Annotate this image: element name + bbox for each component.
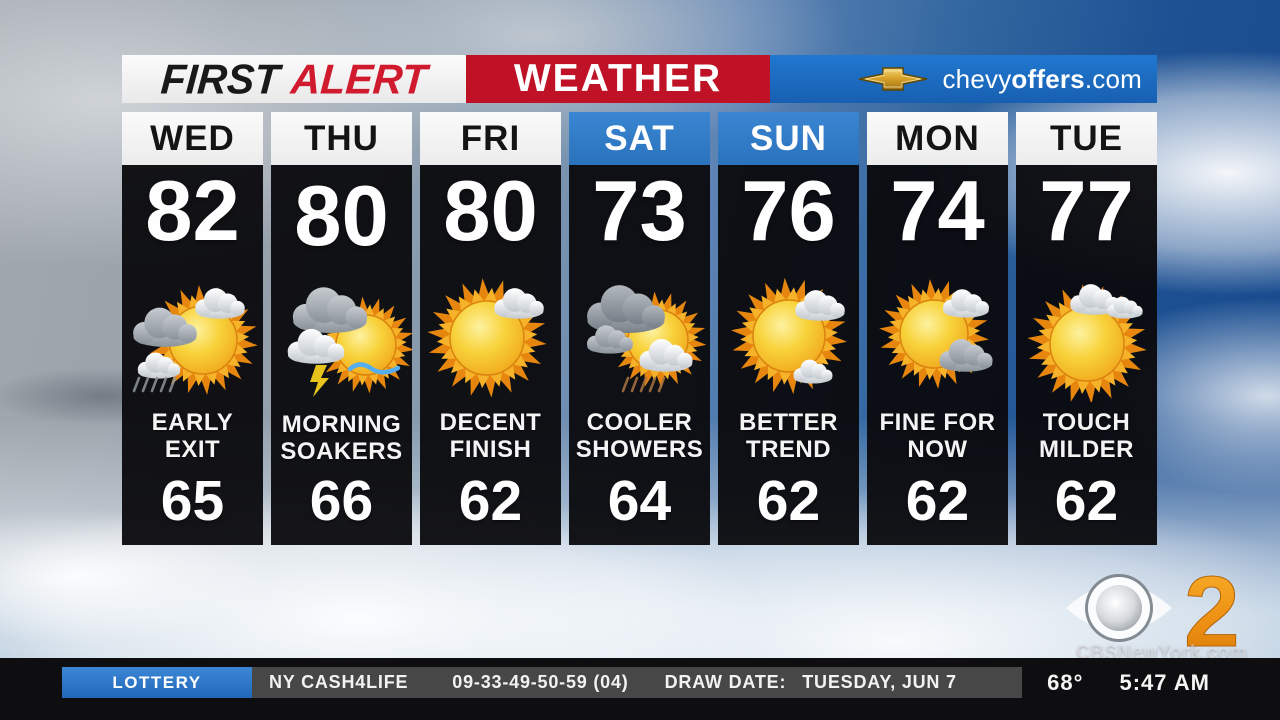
forecast-day-fri: FRI 80 DECENT FINISH 62 [420, 112, 561, 545]
forecast-day-mon: MON 74 FINE FOR NOW 62 [867, 112, 1008, 545]
day-panel: 76 BETTER TREND 62 [718, 165, 859, 545]
low-temp: 65 [160, 468, 225, 533]
high-temp: 76 [741, 164, 836, 259]
ticker-strip: NY CASH4LIFE 09-33-49-50-59 (04) DRAW DA… [252, 667, 1022, 698]
low-temp: 62 [458, 468, 523, 533]
forecast-description: COOLER SHOWERS [575, 409, 704, 464]
forecast-description: FINE FOR NOW [879, 409, 996, 464]
channel-number: 2 [1184, 558, 1240, 658]
low-temp: 62 [756, 468, 821, 533]
day-label: SUN [718, 112, 859, 165]
high-temp: 74 [890, 164, 985, 259]
first-alert-weather-header: FIRST ALERT WEATHER chevyoffers.com [0, 55, 1280, 103]
sun-two-clouds-icon [719, 262, 859, 402]
day-panel: 80 DECENT FINISH 62 [420, 165, 561, 545]
high-temp: 73 [592, 164, 687, 259]
low-temp: 62 [1054, 468, 1119, 533]
brand-weather-text: WEATHER [466, 55, 770, 103]
lottery-numbers: 09-33-49-50-59 (04) [452, 672, 629, 692]
day-panel: 77 TOUCH MILDER 62 [1016, 165, 1157, 545]
forecast-description: BETTER TREND [739, 409, 838, 464]
sun-clouds-showers-icon [123, 262, 263, 402]
mostly-sunny-cloud-icon [421, 262, 561, 402]
ticker-right: 68° 5:47 AM [1047, 667, 1210, 698]
thunderstorm-sun-icon [272, 265, 412, 405]
forecast-description: MORNING SOAKERS [280, 410, 403, 465]
ticker-category-badge: LOTTERY [62, 667, 252, 698]
day-label: MON [867, 112, 1008, 165]
forecast-description: DECENT FINISH [439, 409, 542, 464]
station-logo: 2 CBSNewYork.com [1062, 556, 1272, 669]
day-label: WED [122, 112, 263, 165]
brand-first-text: FIRST [159, 55, 282, 102]
day-label: SAT [569, 112, 710, 165]
low-temp: 64 [607, 468, 672, 533]
forecast-day-wed: WED 82 EARLY EXIT 65 [122, 112, 263, 545]
brand-alert-text: ALERT [289, 55, 429, 102]
draw-date-label: DRAW DATE: [664, 672, 787, 692]
forecast-day-thu: THU 80 MORNING SOAKERS 66 [271, 112, 412, 545]
high-temp: 80 [443, 164, 538, 259]
low-temp: 62 [905, 468, 970, 533]
lottery-game: NY CASH4LIFE [269, 672, 409, 692]
day-panel: 82 EARLY EXIT 65 [122, 165, 263, 545]
sun-cloud-top-icon [1017, 262, 1157, 402]
draw-date-value: TUESDAY, JUN 7 [802, 672, 957, 692]
current-temperature: 68° [1047, 669, 1084, 695]
sponsor-bar: chevyoffers.com [770, 55, 1157, 103]
station-watermark: CBSNewYork.com [1076, 642, 1248, 663]
forecast-day-sun: SUN 76 BETTER TREND 62 [718, 112, 859, 545]
day-panel: 80 MORNING SOAKERS 66 [271, 165, 412, 545]
forecast-day-sat: SAT 73 COOLER SHOWERS 64 [569, 112, 710, 545]
day-panel: 74 FINE FOR NOW 62 [867, 165, 1008, 545]
chevrolet-bowtie-icon [859, 67, 928, 91]
day-label: TUE [1016, 112, 1157, 165]
clouds-showers-sun-icon [570, 262, 710, 402]
high-temp: 82 [145, 164, 240, 259]
lottery-ticker: LOTTERY NY CASH4LIFE 09-33-49-50-59 (04)… [0, 658, 1280, 720]
forecast-description: TOUCH MILDER [1039, 409, 1134, 464]
day-label: THU [271, 112, 412, 165]
forecast-description: EARLY EXIT [151, 409, 234, 464]
day-label: FRI [420, 112, 561, 165]
day-panel: 73 COOLER SHOWERS 64 [569, 165, 710, 545]
forecast-day-tue: TUE 77 TOUCH MILDER 62 [1016, 112, 1157, 545]
high-temp: 80 [294, 169, 389, 264]
sun-cloud-right-icon [868, 262, 1008, 402]
cbs-eye-icon: 2 [1066, 556, 1240, 669]
low-temp: 66 [309, 469, 374, 533]
high-temp: 77 [1039, 164, 1134, 259]
sponsor-url: chevyoffers.com [942, 63, 1142, 94]
first-alert-logo: FIRST ALERT [122, 55, 466, 103]
current-time: 5:47 AM [1119, 669, 1210, 695]
